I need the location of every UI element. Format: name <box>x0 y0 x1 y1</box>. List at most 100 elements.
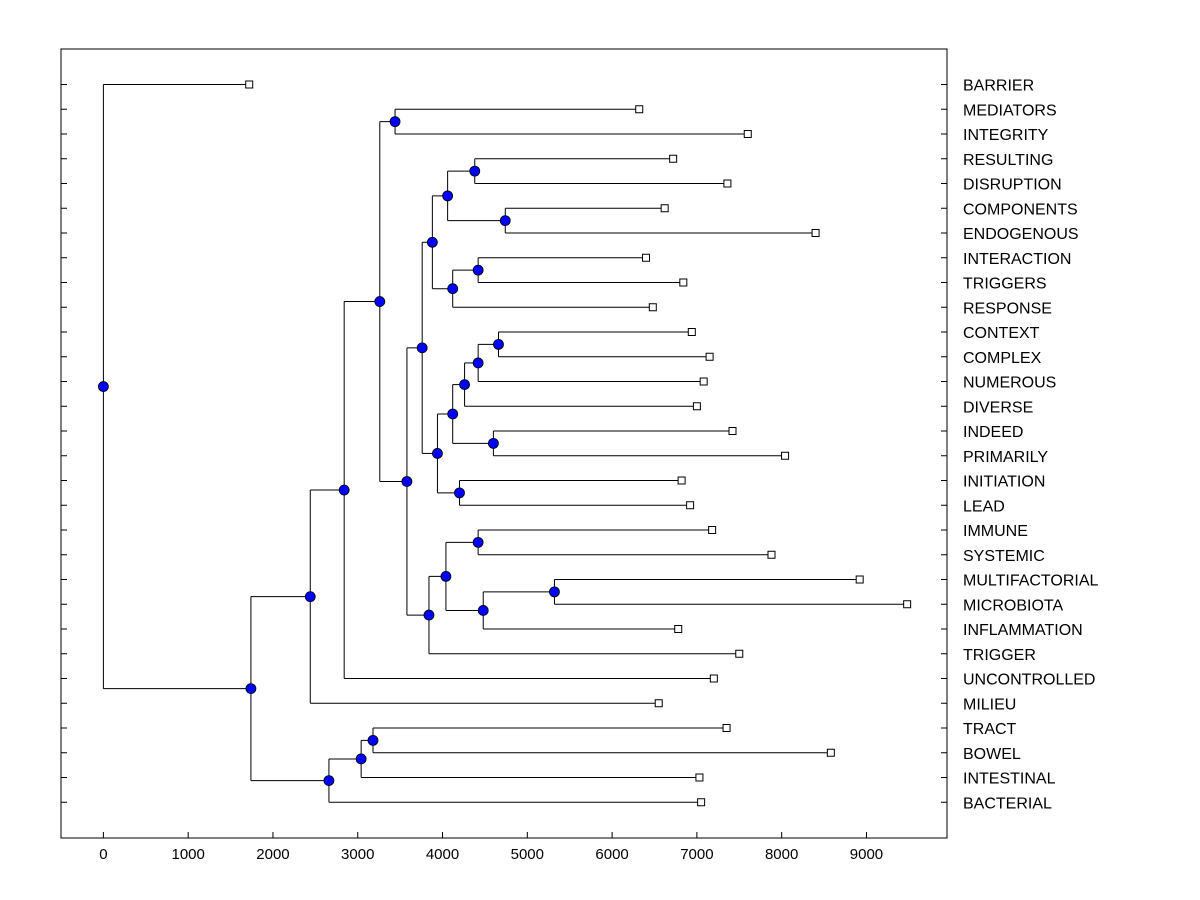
x-tick-label: 7000 <box>680 846 713 863</box>
merge-node <box>493 338 504 350</box>
leaf-marker-barrier <box>245 80 254 89</box>
merge-node <box>245 683 257 695</box>
leaf-label-bacterial: BACTERIAL <box>963 795 1052 812</box>
x-tick-label: 9000 <box>850 846 883 863</box>
leaf-label-multifactorial: MULTIFACTORIAL <box>963 573 1099 590</box>
leaf-marker-numerous <box>699 377 708 386</box>
leaf-label-indeed: INDEED <box>963 424 1023 441</box>
x-tick-label: 5000 <box>511 846 544 863</box>
leaf-marker-complex <box>705 352 714 361</box>
leaf-marker-integrity <box>743 130 752 138</box>
leaf-label-intestinal: INTESTINAL <box>963 771 1056 788</box>
leaf-marker-primarily <box>781 451 790 460</box>
leaf-label-trigger: TRIGGER <box>963 647 1036 664</box>
leaf-label-immune: IMMUNE <box>963 523 1028 540</box>
x-tick-label: 8000 <box>765 846 798 863</box>
merge-node <box>469 165 481 177</box>
leaf-label-bowel: BOWEL <box>963 746 1021 763</box>
leaf-marker-uncontrolled <box>709 674 718 683</box>
leaf-marker-inflammation <box>674 625 683 633</box>
leaf-marker-immune <box>708 526 717 534</box>
leaf-marker-milieu <box>654 699 663 708</box>
leaf-label-context: CONTEXT <box>963 325 1040 342</box>
leaf-label-milieu: MILIEU <box>963 696 1016 713</box>
leaf-label-uncontrolled: UNCONTROLLED <box>963 672 1095 689</box>
merge-node <box>549 586 560 598</box>
leaf-label-interaction: INTERACTION <box>963 251 1071 268</box>
merge-node <box>488 437 499 449</box>
leaf-label-resulting: RESULTING <box>963 152 1053 169</box>
leaf-marker-bacterial <box>697 798 706 807</box>
leaf-label-numerous: NUMEROUS <box>963 375 1056 392</box>
merge-node <box>97 381 109 392</box>
merge-node <box>447 283 459 295</box>
leaf-label-systemic: SYSTEMIC <box>963 548 1045 565</box>
x-tick-label: 1000 <box>171 846 204 863</box>
leaf-marker-resulting <box>669 154 678 163</box>
leaf-marker-microbiota <box>903 600 912 609</box>
leaf-label-primarily: PRIMARILY <box>963 449 1048 466</box>
merge-node <box>367 734 379 746</box>
leaf-marker-triggers <box>679 278 688 287</box>
leaf-marker-interaction <box>642 253 651 262</box>
leaf-marker-trigger <box>735 649 744 658</box>
leaf-label-components: COMPONENTS <box>963 201 1078 218</box>
merge-node <box>423 609 435 621</box>
leaf-label-diverse: DIVERSE <box>963 399 1033 416</box>
merge-node <box>499 215 511 227</box>
leaf-label-mediators: MEDIATORS <box>963 102 1057 119</box>
merge-node <box>472 264 484 276</box>
merge-node <box>477 605 489 616</box>
merge-node <box>374 296 386 307</box>
x-tick-label: 2000 <box>256 846 289 863</box>
merge-node <box>472 536 484 548</box>
leaf-marker-response <box>648 303 657 312</box>
merge-node <box>355 753 367 765</box>
leaf-label-complex: COMPLEX <box>963 350 1042 367</box>
leaf-marker-bowel <box>826 748 835 757</box>
merge-node <box>432 448 443 459</box>
merge-node <box>426 236 438 248</box>
leaf-label-disruption: DISRUPTION <box>963 177 1062 194</box>
leaf-marker-mediators <box>635 105 644 114</box>
leaf-label-lead: LEAD <box>963 498 1005 515</box>
leaf-label-integrity: INTEGRITY <box>963 127 1049 144</box>
merge-node <box>459 379 470 390</box>
x-tick-label: 3000 <box>341 846 374 863</box>
leaf-label-endogenous: ENDOGENOUS <box>963 226 1079 243</box>
leaf-label-barrier: BARRIER <box>963 78 1034 95</box>
merge-node <box>442 190 454 202</box>
merge-node <box>472 357 484 369</box>
leaf-label-triggers: TRIGGERS <box>963 276 1047 293</box>
leaf-label-inflammation: INFLAMMATION <box>963 622 1083 639</box>
merge-node <box>447 408 459 420</box>
x-tick-label: 0 <box>99 846 107 863</box>
leaf-marker-initiation <box>677 476 686 485</box>
leaf-label-microbiota: MICROBIOTA <box>963 597 1063 614</box>
leaf-marker-components <box>660 204 669 213</box>
merge-node <box>454 487 465 499</box>
merge-node <box>389 116 401 128</box>
leaf-label-initiation: INITIATION <box>963 474 1045 491</box>
x-tick-label: 4000 <box>426 846 459 863</box>
merge-node <box>416 342 428 354</box>
leaf-marker-diverse <box>692 402 701 411</box>
merge-node <box>323 775 335 786</box>
leaf-marker-disruption <box>723 179 732 188</box>
plot-frame <box>60 48 948 839</box>
leaf-marker-tract <box>722 724 731 732</box>
merge-node <box>401 476 413 487</box>
merge-node <box>338 484 350 496</box>
merge-node <box>304 591 316 603</box>
leaf-marker-context <box>687 328 696 336</box>
leaf-label-response: RESPONSE <box>963 300 1052 317</box>
merge-node <box>440 571 452 582</box>
leaf-marker-indeed <box>728 427 737 435</box>
x-tick-label: 6000 <box>595 846 628 863</box>
leaf-marker-endogenous <box>811 229 820 237</box>
leaf-marker-lead <box>686 501 695 510</box>
leaf-marker-systemic <box>767 550 776 559</box>
leaf-marker-intestinal <box>695 773 704 782</box>
leaf-label-tract: TRACT <box>963 721 1017 738</box>
